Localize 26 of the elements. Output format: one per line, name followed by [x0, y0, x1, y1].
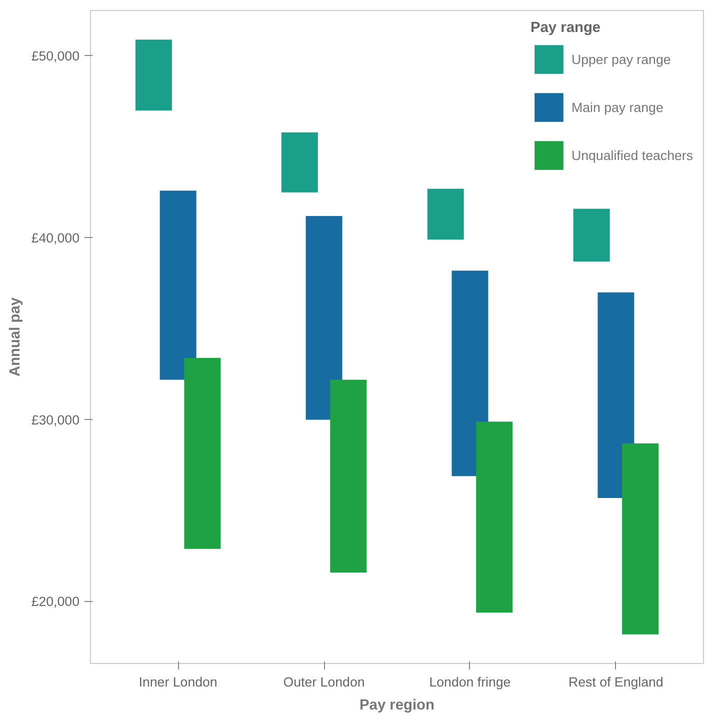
x-tick-label: Rest of England: [568, 674, 664, 690]
bar: [573, 208, 610, 262]
bar: [135, 40, 172, 111]
bar: [330, 380, 367, 573]
bar: [598, 292, 634, 498]
bar: [452, 270, 488, 476]
bar: [306, 216, 342, 420]
bar: [622, 443, 659, 634]
x-tick-label: Outer London: [283, 674, 365, 690]
legend-label: Unqualified teachers: [571, 146, 693, 165]
bar: [160, 190, 196, 380]
y-axis-title: Annual pay: [7, 296, 24, 376]
x-tick-label: Inner London: [138, 674, 218, 690]
legend-label: Upper pay range: [571, 50, 671, 69]
y-tick-label: £50,000: [31, 48, 80, 64]
x-tick-label: London fringe: [429, 674, 511, 690]
x-axis-title: Pay region: [360, 698, 435, 714]
legend-title: Pay range: [530, 20, 602, 36]
y-tick-label: £20,000: [31, 594, 80, 610]
y-tick-label: £40,000: [31, 230, 80, 246]
bar: [476, 422, 513, 613]
bar: [184, 358, 221, 549]
bar: [281, 132, 318, 192]
y-tick-label: £30,000: [31, 412, 80, 428]
legend-label: Main pay range: [571, 98, 664, 117]
bar: [427, 188, 464, 240]
